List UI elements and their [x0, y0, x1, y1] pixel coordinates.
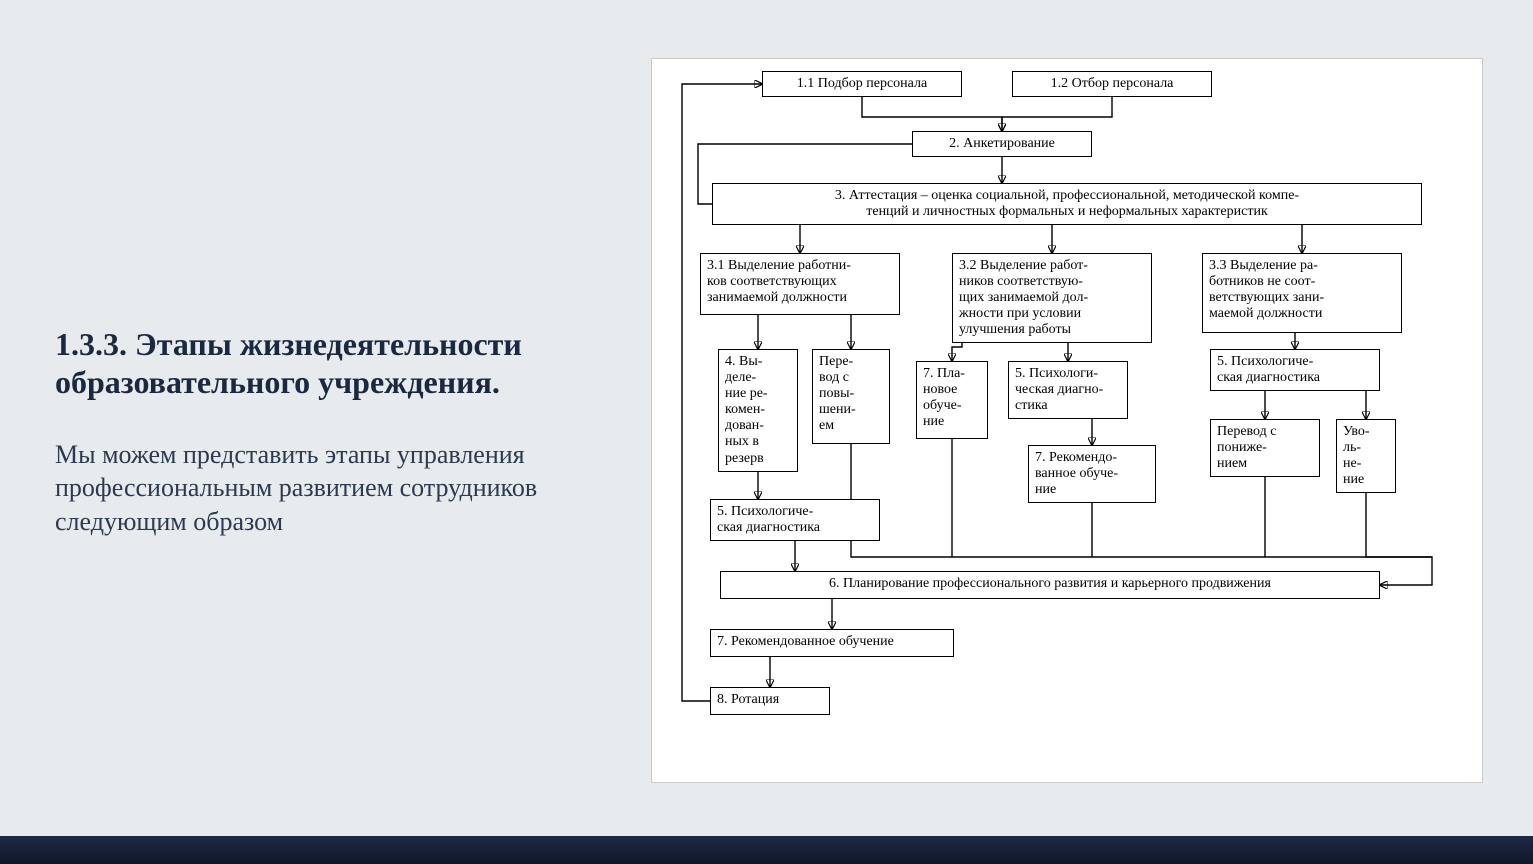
edge-n3-feedback3: [698, 156, 712, 204]
flowchart-node-n7r: 7. Рекомендо-ванное обуче-ние: [1028, 445, 1156, 503]
flowchart-container: 1.1 Подбор персонала 1.2 Отбор персонала 2…: [651, 58, 1483, 783]
edge-n1_1-n2: [862, 97, 1002, 131]
edge-n1_2-n2: [1002, 97, 1112, 131]
flowchart: 1.1 Подбор персонала 1.2 Отбор персонала 2…: [652, 59, 1482, 782]
flowchart-node-n5psy: 5. Психологиче-ская диагностика: [710, 499, 880, 541]
flowchart-node-n3_1: 3.1 Выделение работни-ков соответствующи…: [700, 253, 900, 315]
text-panel: 1.3.3. Этапы жизнедеятельности образоват…: [0, 325, 640, 539]
flowchart-node-npov: Пере-вод сповы-шени-ем: [812, 349, 890, 444]
flowchart-node-n7p: 7. Пла-новоеобуче-ние: [916, 361, 988, 439]
flowchart-node-n1_1: 1.1 Подбор персонала: [762, 71, 962, 97]
flowchart-node-n8: 8. Ротация: [710, 687, 830, 715]
edge-feedback2_in-n1_1: [682, 84, 762, 156]
page-title: 1.3.3. Этапы жизнедеятельности образоват…: [55, 325, 610, 402]
edge-n2-feedback2: [698, 144, 912, 156]
flowchart-node-n5m: 5. Психологи-ческая диагно-стика: [1008, 361, 1128, 419]
body-text: Мы можем представить этапы управления пр…: [55, 438, 610, 539]
flowchart-node-n3_2: 3.2 Выделение работ-ников соответствую-щ…: [952, 253, 1152, 343]
flowchart-node-n1_2: 1.2 Отбор персонала: [1012, 71, 1212, 97]
flowchart-node-n6: 6. Планирование профессионального развит…: [720, 571, 1380, 599]
footer-bar: [0, 836, 1533, 864]
flowchart-node-n2: 2. Анкетирование: [912, 131, 1092, 157]
edge-n8-loop: [682, 156, 710, 701]
flowchart-node-n5r: 5. Психологиче-ская диагностика: [1210, 349, 1380, 391]
flowchart-node-n3: 3. Аттестация – оценка социальной, профе…: [712, 183, 1422, 225]
flowchart-node-npon: Перевод спониже-нием: [1210, 419, 1320, 477]
flowchart-node-n4: 4. Вы-деле-ние ре-комен-дован-ных врезер…: [718, 349, 798, 472]
flowchart-node-nuv: Уво-ль-не-ние: [1336, 419, 1396, 493]
flowchart-node-n3_3: 3.3 Выделение ра-ботников не соот-ветств…: [1202, 253, 1402, 333]
flowchart-node-n7b: 7. Рекомендованное обучение: [710, 629, 954, 657]
slide: 1.3.3. Этапы жизнедеятельности образоват…: [0, 0, 1533, 864]
